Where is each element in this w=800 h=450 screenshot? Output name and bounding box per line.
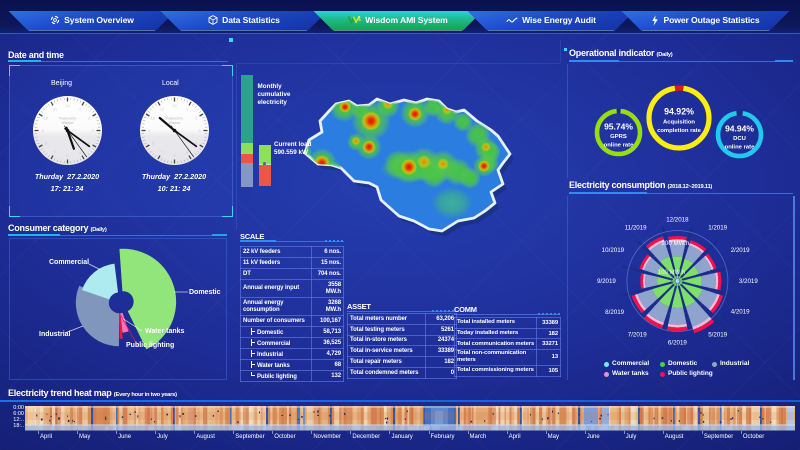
svg-text:8/2019: 8/2019 [605, 309, 624, 316]
svg-text:8: 8 [44, 140, 47, 145]
svg-text:4/2019: 4/2019 [731, 309, 750, 316]
svg-text:Wisdom: Wisdom [168, 121, 180, 125]
svg-text:10: 10 [43, 115, 48, 120]
svg-text:9/2019: 9/2019 [597, 278, 616, 285]
svg-text:1/2019: 1/2019 [708, 225, 727, 232]
svg-text:5/2019: 5/2019 [708, 331, 727, 338]
svg-text:95.74%: 95.74% [604, 121, 633, 131]
svg-text:Powered by: Powered by [166, 116, 183, 120]
svg-text:online rate: online rate [725, 144, 756, 150]
svg-text:6/2019: 6/2019 [668, 340, 687, 347]
svg-text:4: 4 [195, 140, 198, 145]
svg-text:1: 1 [185, 106, 188, 111]
svg-text:10: 10 [150, 115, 155, 120]
svg-text:Acquisition: Acquisition [663, 119, 695, 125]
svg-text:11: 11 [159, 106, 164, 111]
svg-text:12: 12 [65, 103, 70, 108]
svg-text:12/2018: 12/2018 [666, 217, 689, 224]
svg-text:10/2019: 10/2019 [602, 247, 625, 254]
svg-text:3: 3 [91, 128, 94, 133]
svg-text:online rate: online rate [604, 142, 635, 148]
svg-text:Wisdom: Wisdom [61, 121, 73, 125]
svg-text:12: 12 [172, 103, 177, 108]
svg-text:8: 8 [151, 140, 154, 145]
svg-text:9: 9 [148, 128, 151, 133]
svg-text:5: 5 [78, 149, 81, 154]
svg-text:4: 4 [88, 140, 91, 145]
svg-text:100 MW.h: 100 MW.h [658, 270, 685, 276]
svg-text:11: 11 [52, 106, 57, 111]
svg-text:3: 3 [198, 128, 201, 133]
svg-text:6: 6 [173, 153, 176, 158]
svg-text:2/2019: 2/2019 [731, 247, 750, 254]
svg-text:Powered by: Powered by [59, 116, 76, 120]
svg-text:9: 9 [41, 128, 44, 133]
svg-text:5: 5 [185, 149, 188, 154]
svg-text:1: 1 [78, 106, 81, 111]
svg-text:7: 7 [53, 149, 56, 154]
svg-text:DCU: DCU [733, 136, 746, 142]
svg-text:completion rate: completion rate [657, 128, 702, 134]
svg-text:11/2019: 11/2019 [625, 225, 647, 232]
svg-text:94.94%: 94.94% [725, 123, 754, 133]
svg-text:GPRS: GPRS [610, 134, 627, 140]
svg-text:94.92%: 94.92% [664, 107, 694, 117]
svg-text:3/2019: 3/2019 [739, 278, 758, 285]
svg-text:200 MW.h: 200 MW.h [661, 240, 689, 247]
svg-text:7: 7 [160, 149, 163, 154]
svg-text:2: 2 [195, 115, 198, 120]
svg-text:2: 2 [88, 115, 91, 120]
svg-text:6: 6 [66, 153, 69, 158]
svg-text:7/2019: 7/2019 [628, 331, 647, 338]
